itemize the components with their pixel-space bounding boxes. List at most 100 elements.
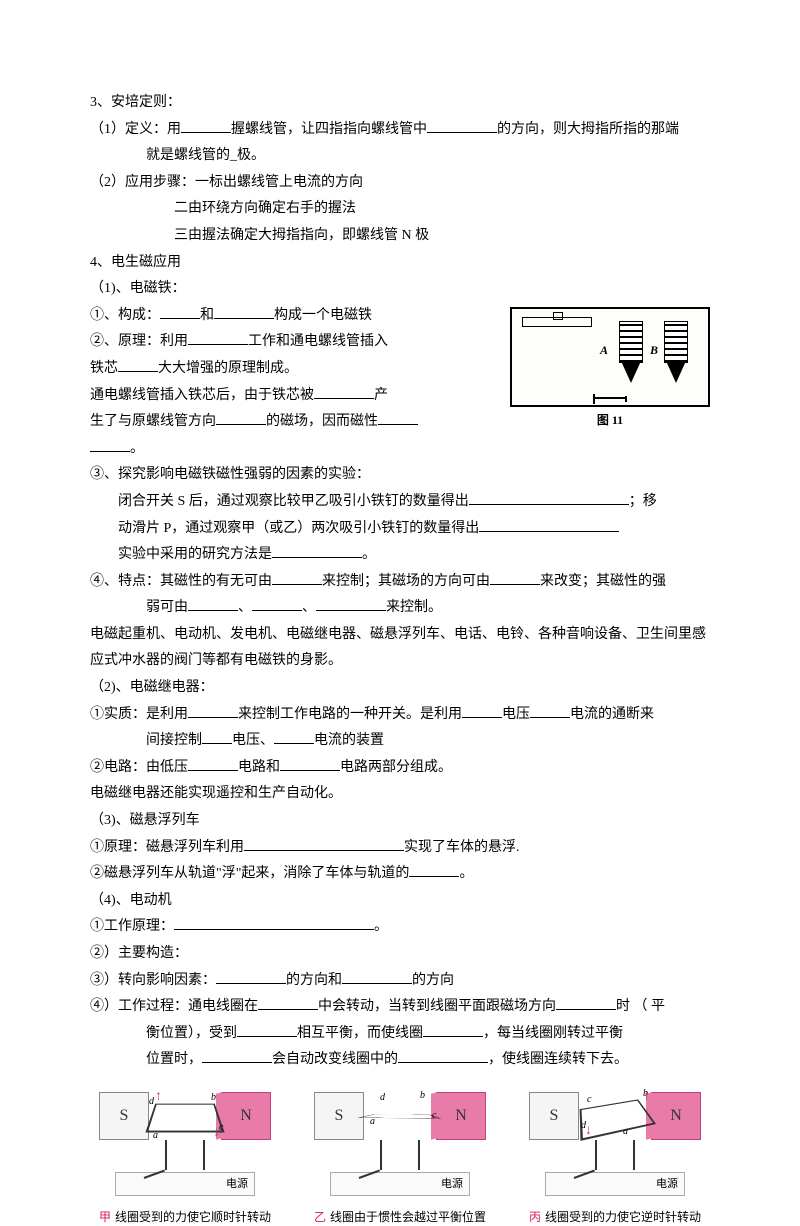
arrow-icon: ↑ [643,1086,650,1107]
pt: b [211,1090,216,1105]
blank[interactable] [530,704,570,718]
magnet-n: N [221,1092,271,1140]
t: 间接控制 [146,733,202,748]
s4-sub2: （2)、电磁继电器： [90,675,710,702]
t: 产 [374,388,388,403]
blank[interactable] [490,571,540,585]
blank[interactable] [90,438,130,452]
t: ④）工作过程：通电线圈在 [90,999,258,1014]
power-box: 电源 [115,1172,255,1196]
blank[interactable] [188,331,248,345]
blank[interactable] [174,916,374,930]
blank[interactable] [272,544,362,558]
t: ，使线圈连续转下去。 [488,1052,628,1067]
blank[interactable] [398,1049,488,1063]
blank[interactable] [378,411,418,425]
t: 的磁场，因而磁性 [266,414,378,429]
blank[interactable] [469,491,629,505]
arrow-icon: ↓ [213,1122,220,1143]
m1: ①原理：磁悬浮列车利用实现了车体的悬浮. [90,835,710,862]
blank[interactable] [252,597,302,611]
l9: 动滑片 P，通过观察甲（或乙）两次吸引小铁钉的数量得出 [90,516,710,543]
blank[interactable] [280,757,340,771]
blank[interactable] [118,358,158,372]
pt: a [623,1124,628,1139]
blank[interactable] [188,597,238,611]
s4-sub3: （3)、磁悬浮列车 [90,808,710,835]
s4-sub4: （4)、电动机 [90,888,710,915]
caption: 线圈由于惯性会越过平衡位置 [330,1210,486,1224]
t: ①、构成： [90,308,160,323]
t: 工作和通电螺线管插入 [248,334,388,349]
t: 构成一个电磁铁 [274,308,372,323]
blank[interactable] [214,305,274,319]
rheostat-icon [522,317,592,327]
blank[interactable] [342,970,412,984]
t: 位置时， [146,1052,202,1067]
blank[interactable] [427,119,497,133]
t: 通电螺线管插入铁芯后，由于铁芯被 [90,388,314,403]
blank[interactable] [202,730,232,744]
blank[interactable] [188,757,238,771]
blank[interactable] [181,119,231,133]
blank[interactable] [237,1023,297,1037]
switch-icon [359,1170,380,1179]
power-label: 电源 [656,1176,678,1193]
blank[interactable] [316,597,386,611]
blank[interactable] [244,837,404,851]
blank[interactable] [556,996,616,1010]
t: 。 [362,547,376,562]
s3-def-cont: 就是螺线管的_极。 [90,143,710,170]
blank[interactable] [409,863,459,877]
blank[interactable] [479,518,619,532]
t: 来控制工作电路的一种开关。是利用 [238,707,462,722]
motor-diagram-icon: S N a b c d ↑ ↓ 电源 [95,1084,275,1204]
t: 铁芯 [90,361,118,376]
t: 动滑片 P，通过观察甲（或乙）两次吸引小铁钉的数量得出 [118,521,479,536]
t: 闭合开关 S 后，通过观察比较甲乙吸引小铁钉的数量得出 [118,494,469,509]
t: 来控制。 [386,600,442,615]
l1: ①、构成：和构成一个电磁铁 [90,303,500,330]
figure-caption: 图 11 [510,409,710,432]
t: 的方向 [412,973,454,988]
t: 握螺线管，让四指指向螺线管中 [231,122,427,137]
t: （1）定义：用 [90,122,181,137]
power-label: 电源 [441,1176,463,1193]
l12: 弱可由、、来控制。 [90,595,710,622]
t: 大大增强的原理制成。 [158,361,298,376]
blank[interactable] [423,1023,483,1037]
l10: 实验中采用的研究方法是。 [90,542,710,569]
blank[interactable] [258,996,318,1010]
blank[interactable] [216,970,286,984]
blank[interactable] [160,305,200,319]
pt: d [380,1090,385,1105]
t: 的方向，则大拇指所指的那端 [497,122,679,137]
brush-icon [165,1140,167,1170]
l11: ④、特点：其磁性的有无可由来控制；其磁场的方向可由来改变；其磁性的强 [90,569,710,596]
caption: 线圈受到的力使它逆时针转动 [545,1210,701,1224]
t: ；移 [629,494,657,509]
blank[interactable] [272,571,322,585]
motor-diagram-icon: S N a b c d ↓ ↑ 电源 [525,1084,705,1204]
brush-icon [203,1140,205,1170]
blank[interactable] [216,411,266,425]
battery-icon [595,397,625,399]
blank[interactable] [188,704,238,718]
d2: ②）主要构造： [90,941,710,968]
pt: c [587,1092,591,1107]
t: 。 [130,441,144,456]
magnet-s: S [314,1092,364,1140]
blank[interactable] [462,704,502,718]
t: 的方向和 [286,973,342,988]
figure-11: A B 图 11 [510,307,710,432]
magnet-n: N [651,1092,701,1140]
blank[interactable] [202,1049,272,1063]
blank[interactable] [314,385,374,399]
t: 来控制；其磁场的方向可由 [322,574,490,589]
pt: a [153,1128,158,1143]
t: ②电路：由低压 [90,760,188,775]
t: 电流的通断来 [570,707,654,722]
t: ②磁悬浮列车从轨道"浮"起来，消除了车体与轨道的 [90,866,409,881]
blank[interactable] [274,730,314,744]
t: 电流的装置 [314,733,384,748]
